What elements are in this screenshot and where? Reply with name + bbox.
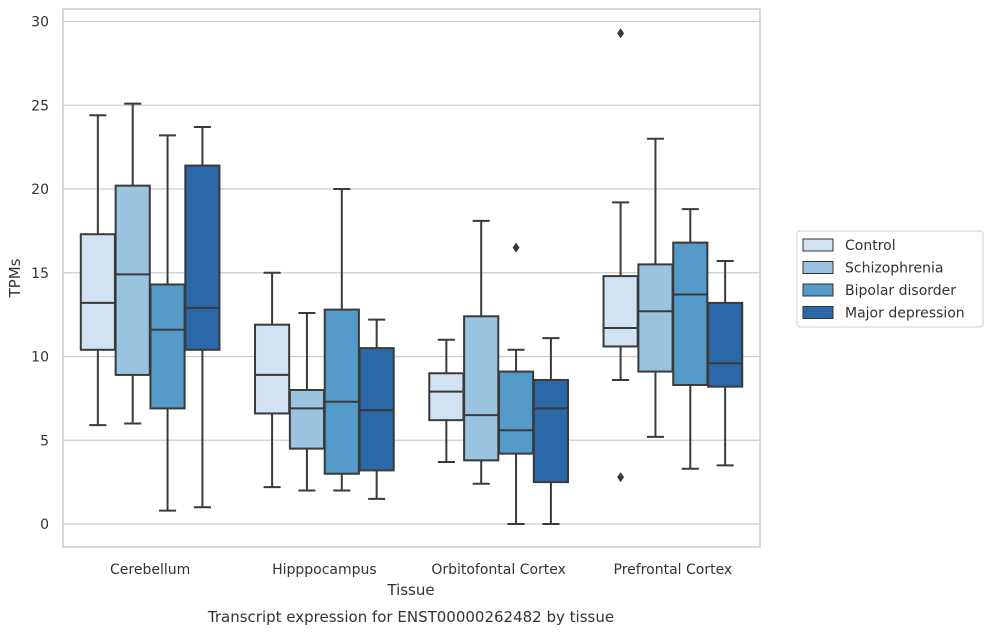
legend-swatch bbox=[802, 283, 834, 297]
legend-label: Control bbox=[845, 238, 896, 254]
y-tick-label: 30 bbox=[31, 15, 49, 31]
x-tick-label: Cerebellum bbox=[110, 562, 190, 578]
iqr-box bbox=[672, 241, 709, 386]
chart-caption: Transcript expression for ENST0000026248… bbox=[207, 608, 614, 626]
iqr-box bbox=[149, 283, 186, 410]
y-axis-title: TPMs bbox=[6, 258, 24, 298]
legend-frame bbox=[796, 230, 984, 328]
box bbox=[254, 271, 291, 489]
legend-label: Schizophrenia bbox=[845, 261, 943, 277]
iqr-box bbox=[602, 275, 639, 348]
box bbox=[672, 208, 709, 470]
legend-label: Bipolar disorder bbox=[845, 283, 956, 299]
box bbox=[463, 219, 500, 485]
box bbox=[637, 137, 674, 438]
outlier-marker bbox=[617, 472, 625, 483]
y-tick-label: 20 bbox=[31, 182, 49, 198]
box bbox=[114, 102, 151, 425]
iqr-box bbox=[114, 184, 151, 376]
iqr-box bbox=[497, 370, 535, 455]
box bbox=[79, 114, 116, 427]
legend: Control Schizophrenia Bipolar disorder Majo… bbox=[796, 230, 984, 328]
box bbox=[532, 337, 569, 525]
y-tick-label: 15 bbox=[31, 266, 49, 282]
legend-swatch bbox=[802, 238, 834, 252]
y-tick-label: 10 bbox=[31, 350, 49, 366]
boxes-layer bbox=[79, 28, 744, 525]
box bbox=[428, 338, 465, 464]
box bbox=[358, 318, 395, 500]
plot-frame bbox=[62, 8, 761, 548]
iqr-box bbox=[463, 315, 500, 462]
iqr-box bbox=[707, 301, 744, 388]
y-tick-label: 5 bbox=[40, 433, 49, 449]
box bbox=[323, 188, 360, 492]
iqr-box bbox=[637, 263, 674, 373]
iqr-box bbox=[323, 308, 360, 475]
outlier-marker bbox=[512, 242, 520, 253]
legend-swatch bbox=[802, 306, 834, 319]
iqr-box bbox=[288, 389, 326, 450]
iqr-box bbox=[79, 233, 116, 351]
outlier-marker bbox=[617, 28, 625, 39]
y-tick-label: 0 bbox=[40, 517, 49, 533]
box bbox=[707, 260, 744, 467]
box bbox=[184, 126, 221, 509]
iqr-box bbox=[254, 323, 291, 415]
x-tick-label: Prefrontal Cortex bbox=[614, 562, 733, 578]
box bbox=[497, 242, 535, 525]
y-axis-ticks: 0 5 10 15 20 25 30 bbox=[31, 15, 49, 534]
box bbox=[602, 28, 639, 483]
x-tick-label: Hipppocampus bbox=[272, 562, 377, 578]
box bbox=[288, 311, 326, 492]
y-tick-label: 25 bbox=[31, 98, 49, 114]
iqr-box bbox=[184, 164, 221, 351]
x-tick-label: Orbitofontal Cortex bbox=[431, 562, 566, 578]
iqr-box bbox=[428, 372, 465, 422]
box bbox=[149, 134, 186, 512]
x-axis-ticks: Cerebellum Hipppocampus Orbitofontal Corte… bbox=[110, 562, 732, 578]
legend-label: Major depression bbox=[845, 306, 965, 322]
iqr-box bbox=[532, 378, 569, 484]
legend-swatch bbox=[802, 261, 834, 274]
x-axis-title: Tissue bbox=[386, 581, 434, 599]
